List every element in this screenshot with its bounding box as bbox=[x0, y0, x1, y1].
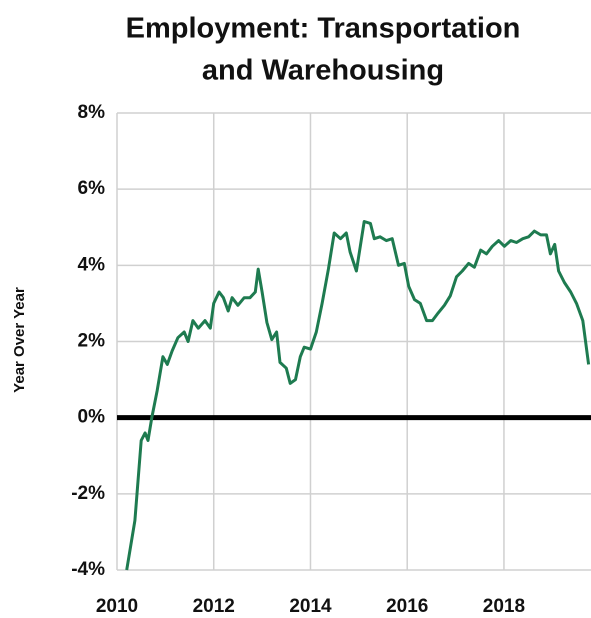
x-tick-label: 2016 bbox=[386, 596, 428, 617]
chart-title: and Warehousing bbox=[202, 55, 444, 87]
y-tick-label: -4% bbox=[71, 559, 105, 580]
y-tick-label: -2% bbox=[71, 483, 105, 504]
line-series bbox=[125, 220, 591, 571]
y-tick-label: 0% bbox=[78, 407, 106, 428]
y-tick-label: 8% bbox=[78, 102, 106, 123]
y-tick-label: 4% bbox=[78, 254, 106, 275]
x-tick-label: 2018 bbox=[483, 596, 525, 617]
chart-title: Employment: Transportation bbox=[126, 13, 521, 45]
x-tick-label: 2014 bbox=[289, 596, 332, 617]
y-tick-label: 2% bbox=[78, 331, 106, 352]
x-tick-label: 2010 bbox=[96, 596, 138, 617]
y-tick-label: 6% bbox=[78, 178, 106, 199]
y-axis-label: Year Over Year bbox=[11, 287, 28, 393]
x-tick-label: 2012 bbox=[193, 596, 235, 617]
